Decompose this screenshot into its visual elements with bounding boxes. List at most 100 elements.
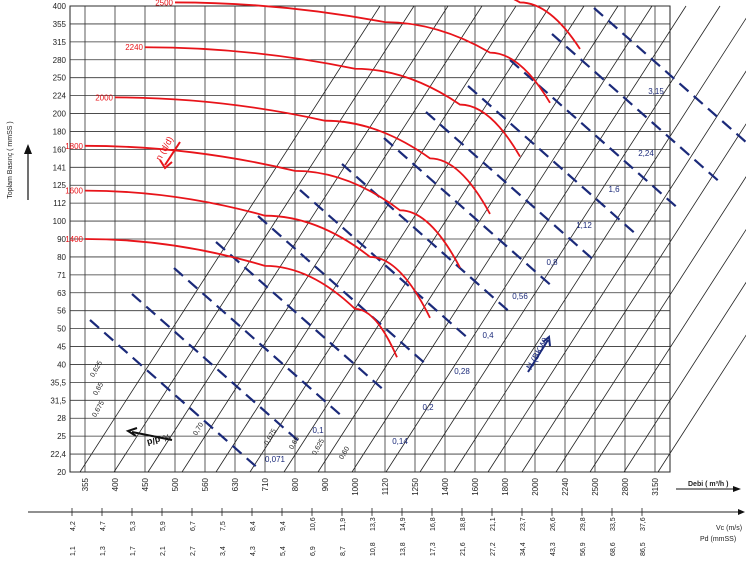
vc-tick-label: 37,6 xyxy=(640,517,647,531)
grid xyxy=(69,5,671,473)
x-tick-label: 2000 xyxy=(531,477,540,495)
y-axis-arrowhead xyxy=(24,144,32,154)
efficiency-line xyxy=(453,17,746,473)
power-value-label: 0,8 xyxy=(546,258,558,267)
rpm-curve xyxy=(174,1,551,104)
rpm-curve xyxy=(144,46,521,158)
vc-tick-label: 10,6 xyxy=(310,517,317,531)
power-arrow xyxy=(527,335,551,373)
power-value-label: 0,1 xyxy=(312,426,324,435)
power-value-label: 0,56 xyxy=(512,292,528,301)
y-tick-label: 40 xyxy=(57,360,66,369)
pd-tick-label: 17,3 xyxy=(430,542,437,556)
vc-tick-label: 23,7 xyxy=(520,517,527,531)
y-tick-label: 45 xyxy=(57,343,66,352)
pd-tick-label: 56,9 xyxy=(580,542,587,556)
x-tick-label: 800 xyxy=(291,477,300,491)
y-tick-label: 250 xyxy=(53,74,67,83)
x-tick-label: 630 xyxy=(231,477,240,491)
pd-tick-label: 21,6 xyxy=(460,542,467,556)
power-value-label: 0,14 xyxy=(392,437,408,446)
efficiency-line xyxy=(589,228,746,473)
x-tick-label: 500 xyxy=(171,477,180,491)
rpm-label: 2240 xyxy=(125,43,143,52)
vc-tick-label: 9,4 xyxy=(280,521,287,531)
rpm-curve xyxy=(84,144,461,269)
vc-tick-label: 8,4 xyxy=(250,521,257,531)
pd-tick-label: 86,5 xyxy=(640,542,647,556)
efficiency-line xyxy=(657,334,746,473)
y-axis-label: Toplam Basınç ( mmSS ) xyxy=(7,121,14,198)
rpm-curve xyxy=(84,189,431,319)
pd-tick-label: 8,7 xyxy=(340,546,347,556)
x-tick-label: 1000 xyxy=(351,477,360,495)
y-tick-label: 28 xyxy=(57,414,66,423)
vc-tick-label: 16,8 xyxy=(430,517,437,531)
vc-tick-label: 14,9 xyxy=(400,517,407,531)
vc-tick-label: 5,9 xyxy=(160,521,167,531)
efficiency-line xyxy=(181,5,483,473)
efficiency-line xyxy=(555,176,746,473)
rpm-label: 1800 xyxy=(65,142,83,151)
pd-tick-label: 13,8 xyxy=(400,542,407,556)
efficiency-line xyxy=(521,123,746,473)
y-tick-label: 80 xyxy=(57,253,66,262)
dimension-arrow xyxy=(125,427,173,441)
x-tick-label: 450 xyxy=(141,477,150,491)
y-tick-label: 224 xyxy=(53,92,67,101)
y-tick-label: 400 xyxy=(53,2,67,11)
pd-tick-label: 43,3 xyxy=(550,542,557,556)
y-tick-label: 35,5 xyxy=(50,378,66,387)
pd-tick-label: 1,7 xyxy=(130,546,137,556)
x-tick-label: 560 xyxy=(201,477,210,491)
efficiency-line xyxy=(283,5,585,473)
efficiency-line xyxy=(249,5,551,473)
x-tick-label: 2800 xyxy=(621,477,630,495)
vc-tick-label: 11,9 xyxy=(340,518,347,531)
rpm-curve xyxy=(513,0,581,50)
pd-tick-label: 6,9 xyxy=(310,546,317,556)
x-tick-label: 2500 xyxy=(591,477,600,495)
rpm-label: 1400 xyxy=(65,235,83,244)
pd-tick-label: 3,4 xyxy=(220,546,227,556)
y-tick-label: 31,5 xyxy=(50,396,66,405)
pd-tick-label: 1,3 xyxy=(100,546,107,556)
efficiency-line xyxy=(623,281,746,473)
y-tick-label: 22,4 xyxy=(50,450,66,459)
pd-tick-label: 1,1 xyxy=(70,546,77,556)
x-tick-label: 400 xyxy=(111,477,120,491)
vc-tick-label: 13,3 xyxy=(370,517,377,531)
power-value-label: 1,12 xyxy=(576,221,592,230)
y-tick-label: 200 xyxy=(53,110,67,119)
vc-tick-label: 21,1 xyxy=(490,517,497,531)
y-tick-label: 280 xyxy=(53,56,67,65)
y-tick-label: 20 xyxy=(57,468,66,477)
vc-tick-label: 26,6 xyxy=(550,517,557,531)
y-tick-label: 355 xyxy=(53,20,67,29)
x-axis-label: Debi ( m³/h ) xyxy=(688,481,728,488)
y-tick-label: 50 xyxy=(57,325,66,334)
y-tick-label: 180 xyxy=(53,127,67,136)
power-value-label: 2,24 xyxy=(638,149,654,158)
x-tick-label: 2240 xyxy=(561,477,570,495)
efficiency-line xyxy=(351,5,653,473)
power-value-label: 0,4 xyxy=(482,331,494,340)
y-tick-label: 90 xyxy=(57,235,66,244)
x-tick-label: 900 xyxy=(321,477,330,491)
rpm-arrow xyxy=(159,141,181,170)
y-tick-label: 141 xyxy=(53,163,67,172)
rpm-label: 2000 xyxy=(95,93,113,102)
x-tick-label: 355 xyxy=(81,477,90,491)
efficiency-line xyxy=(317,5,619,473)
rpm-label: 1600 xyxy=(65,187,83,196)
x-tick-label: 1600 xyxy=(471,477,480,495)
pd-tick-label: 10,8 xyxy=(370,542,377,556)
y-tick-label: 25 xyxy=(57,432,66,441)
pd-tick-label: 4,3 xyxy=(250,546,257,556)
rpm-label: 2500 xyxy=(155,0,173,7)
rpm-curve xyxy=(84,238,398,358)
pd-tick-label: 34,4 xyxy=(520,542,527,556)
vc-tick-label: 4,7 xyxy=(100,521,107,531)
power-value-label: 0,28 xyxy=(454,367,470,376)
pd-tick-label: 68,6 xyxy=(610,542,617,556)
